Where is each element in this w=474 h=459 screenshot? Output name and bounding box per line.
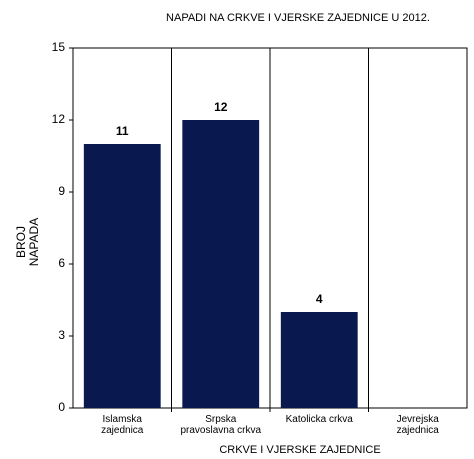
y-tick-label: 9: [58, 184, 65, 198]
x-tick-label: Katolicka crkva: [285, 414, 353, 425]
x-tick-label: Islamska zajednica: [101, 414, 144, 436]
data-label: 4: [316, 292, 323, 306]
y-tick-label: 0: [58, 400, 65, 414]
chart-title: NAPADI NA CRKVE I VJERSKE ZAJEDNICE U 20…: [166, 12, 430, 24]
bar: [182, 120, 260, 408]
y-tick-label: 3: [58, 328, 65, 342]
x-tick-label: Srpska pravoslavna crkva: [180, 414, 262, 436]
bar: [280, 312, 358, 408]
y-tick-label: 12: [52, 112, 66, 126]
y-tick-label: 15: [52, 40, 66, 54]
x-tick-label: Jevrejska zajednica: [396, 414, 439, 436]
x-axis-label: CRKVE I VJERSKE ZAJEDNICE: [219, 444, 380, 456]
y-axis-label: BROJ NAPADA: [14, 217, 41, 267]
y-tick-label: 6: [58, 256, 65, 270]
bar: [83, 144, 161, 408]
data-label: 12: [214, 100, 228, 114]
data-label: 11: [116, 124, 129, 138]
